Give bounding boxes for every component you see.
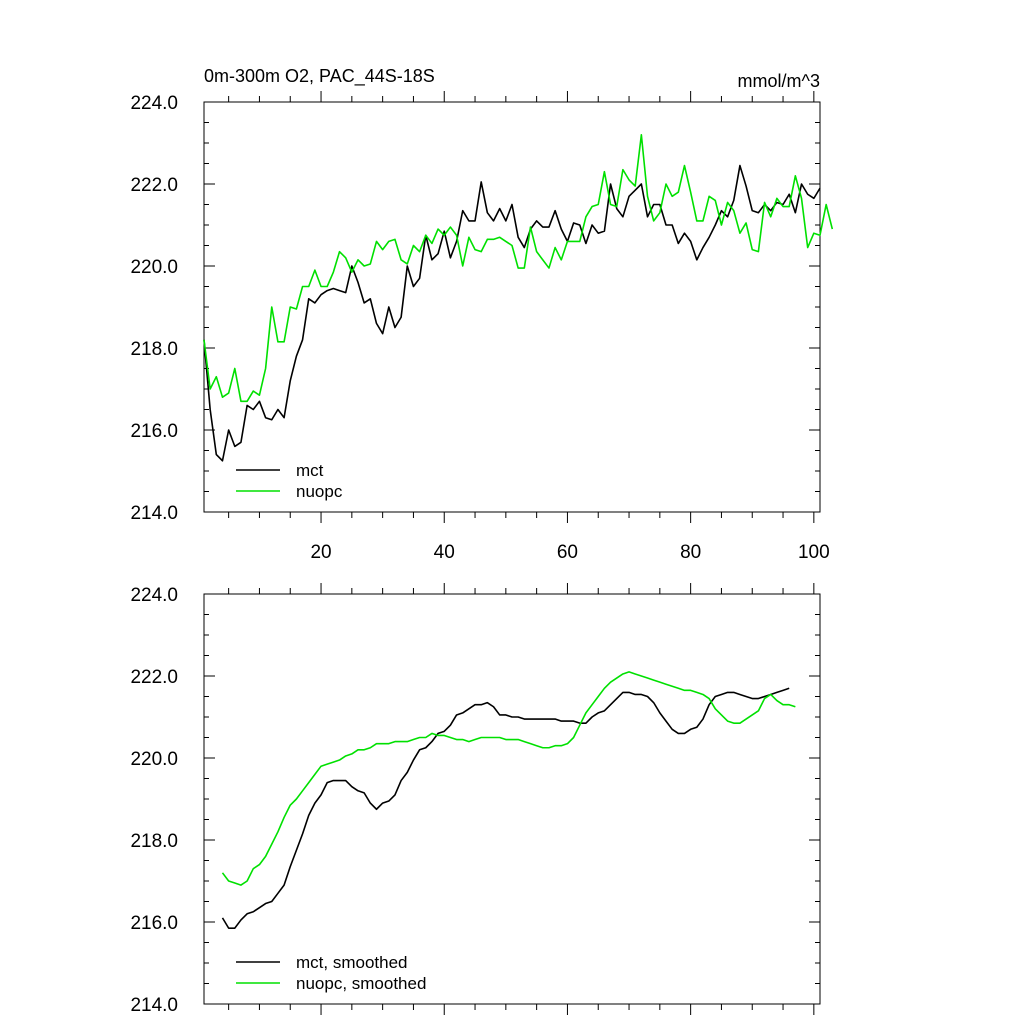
legend-label: nuopc	[296, 482, 343, 501]
y-tick-label: 214.0	[130, 503, 178, 524]
series-line-mct-smoothed	[221, 687, 790, 929]
y-tick-label: 218.0	[130, 831, 178, 852]
legend-label: mct	[296, 461, 324, 480]
series-line-mct	[203, 164, 821, 462]
legend-label: nuopc, smoothed	[296, 974, 426, 993]
y-tick-label: 220.0	[130, 257, 178, 278]
x-tick-label: 40	[434, 542, 455, 563]
y-tick-label: 218.0	[130, 339, 178, 360]
y-tick-label: 224.0	[130, 585, 178, 606]
x-tick-label: 80	[680, 542, 701, 563]
y-tick-label: 222.0	[130, 175, 178, 196]
x-tick-label: 100	[798, 542, 830, 563]
legend-label: mct, smoothed	[296, 953, 408, 972]
series-line-nuopc	[203, 134, 834, 403]
y-tick-label: 214.0	[130, 995, 178, 1016]
bottom-panel: 214.0 216.0 218.0 220.0 222.0 224.0 mct, smoot…	[130, 583, 821, 1016]
y-tick-label: 216.0	[130, 913, 178, 934]
x-tick-label: 20	[310, 542, 331, 563]
chart-title: 0m-300m O2, PAC_44S-18S	[204, 66, 435, 87]
y-tick-label: 224.0	[130, 93, 178, 114]
units-label: mmol/m^3	[738, 71, 820, 91]
top-panel: 214.0 216.0 218.0 220.0 222.0 224.0 20 40 60 80 10…	[130, 66, 834, 563]
series-line-nuopc-smoothed	[221, 671, 796, 886]
y-tick-label: 222.0	[130, 667, 178, 688]
y-tick-label: 220.0	[130, 749, 178, 770]
x-tick-label: 60	[557, 542, 578, 563]
y-tick-label: 216.0	[130, 421, 178, 442]
